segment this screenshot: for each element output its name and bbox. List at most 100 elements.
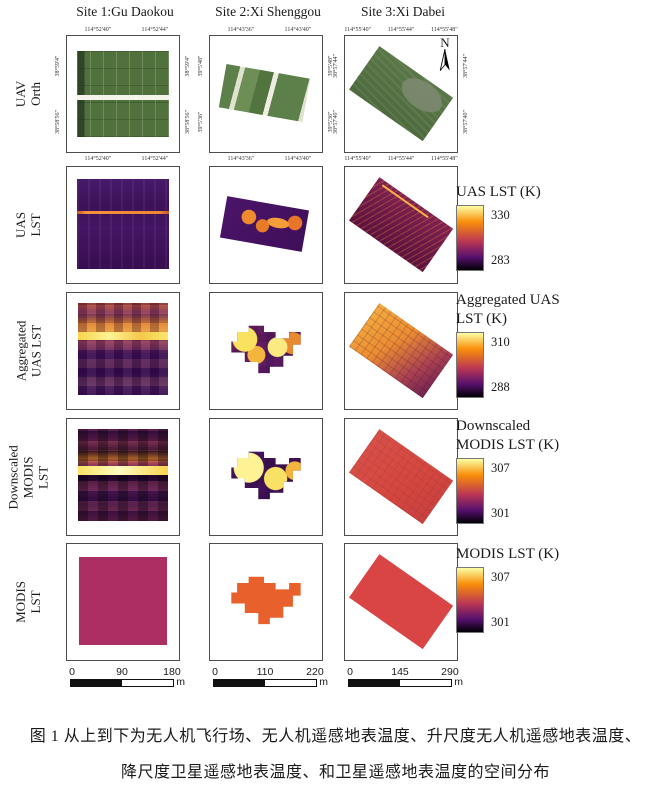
scalebar-bar: m (70, 676, 185, 688)
map-frame (66, 543, 180, 661)
lon-label: 114°55'40" (344, 27, 372, 33)
lat-label: 38°58'56" (55, 110, 61, 135)
column-header-site2: Site 2:Xi Shenggou (215, 4, 321, 19)
map-cell-aggregated-site3 (344, 292, 458, 410)
column-header-site3: Site 3:Xi Dabei (361, 4, 445, 19)
scalebar-tick-mid: 145 (391, 666, 409, 678)
column-header-site1: Site 1:Gu Daokou (76, 4, 174, 19)
lon-label: 114°43'36" (227, 156, 255, 162)
colorbar (456, 204, 484, 271)
uav-orthophoto-site3 (348, 46, 453, 142)
legend-title: UAS LST (K) (456, 184, 541, 200)
lat-label: 38°57'40" (463, 110, 469, 135)
aggregated-uas-lst-map-site2 (231, 325, 301, 374)
colorbar-max-label: 307 (491, 460, 510, 475)
legend-modis-lst: MODIS LST (K) 307 301 (456, 545, 666, 633)
map-frame (66, 35, 180, 153)
lon-label: 114°43'40" (284, 156, 312, 162)
uas-lst-map-site3 (348, 177, 453, 273)
scalebar-site2: 0 110 220 m (212, 666, 328, 688)
lon-label: 114°55'48" (430, 156, 458, 162)
map-frame (209, 292, 323, 410)
scalebar-fill (71, 680, 122, 686)
lon-label: 114°55'48" (430, 27, 458, 33)
scalebar-tick-end: 290 (441, 666, 459, 678)
modis-lst-map-site2 (231, 576, 301, 625)
colorbar-max-label: 310 (491, 334, 510, 349)
colorbar-min-label: 288 (491, 379, 510, 394)
figure-caption-line1: 图 1 从上到下为无人机飞行场、无人机遥感地表温度、升尺度无人机遥感地表温度、 (29, 728, 642, 745)
north-arrow-icon (439, 48, 450, 71)
downscaled-modis-lst-map-site1 (78, 429, 168, 522)
lon-label: 114°43'36" (227, 27, 255, 33)
lat-label: 39°5'36" (198, 111, 204, 133)
lon-label: 114°52'40" (84, 156, 112, 162)
map-frame (209, 35, 323, 153)
map-frame (209, 166, 323, 284)
map-cell-uav-site3: N 114°55'40" 114°55'44" 114°55'48" 114°5… (333, 27, 469, 162)
lat-label: 38°59'4" (185, 55, 191, 77)
modis-lst-map-site3 (348, 554, 453, 650)
scalebar-tick-mid: 90 (116, 666, 128, 678)
colorbar (456, 331, 484, 398)
lat-label: 38°59'4" (55, 55, 61, 77)
row-label-downscaled-modis-lst: Downscaled MODIS LST (5, 444, 51, 510)
colorbar (456, 457, 484, 524)
map-cell-downscaled-site1 (66, 418, 180, 536)
map-cell-aggregated-site1 (66, 292, 180, 410)
colorbar (456, 566, 484, 633)
scalebar-unit: m (319, 676, 328, 688)
lon-label: 114°52'40" (84, 27, 112, 33)
scalebar-bar: m (348, 676, 463, 688)
modis-lst-map-site1 (79, 556, 167, 645)
map-cell-downscaled-site2 (209, 418, 323, 536)
uav-orthophoto-site1 (77, 51, 169, 137)
lat-label: 38°58'56" (185, 110, 191, 135)
uav-orthophoto-site2 (219, 63, 311, 122)
lat-label: 38°57'44" (463, 53, 469, 78)
row-label-uav-orth: UAV Orth (13, 80, 43, 108)
map-cell-uav-site1: 114°52'40" 114°52'44" 114°52'40" 114°52'… (55, 27, 191, 162)
colorbar-max-label: 307 (491, 569, 510, 584)
legend-title: MODIS LST (K) (456, 546, 560, 562)
map-frame (209, 418, 323, 536)
map-cell-uav-site2: 114°43'36" 114°43'40" 114°43'36" 114°43'… (198, 27, 334, 162)
lon-label: 114°52'44" (141, 156, 169, 162)
uas-lst-map-site1 (77, 178, 169, 270)
legend-title: Aggregated UAS LST (K) (456, 292, 560, 327)
aggregated-uas-lst-map-site1 (78, 303, 168, 396)
colorbar-min-label: 301 (491, 505, 510, 520)
scalebar-tick-start: 0 (347, 666, 353, 678)
colorbar-min-label: 283 (491, 252, 510, 267)
scalebar-fill (214, 680, 265, 686)
legend-downscaled-modis-lst: Downscaled MODIS LST (K) 307 301 (456, 417, 666, 524)
lat-label: 38°57'44" (333, 53, 339, 78)
map-cell-modis-site2 (209, 543, 323, 661)
row-label-modis-lst: MODIS LST (13, 581, 43, 623)
figure-caption-line2: 降尺度卫星遥感地表温度、和卫星遥感地表温度的空间分布 (120, 764, 550, 781)
map-cell-downscaled-site3 (344, 418, 458, 536)
map-frame (344, 35, 458, 153)
map-frame (344, 543, 458, 661)
map-cell-modis-site1 (66, 543, 180, 661)
map-frame (344, 292, 458, 410)
scalebar-tick-start: 0 (69, 666, 75, 678)
downscaled-modis-lst-map-site2 (231, 451, 301, 500)
downscaled-modis-lst-map-site3 (348, 429, 453, 525)
colorbar-max-label: 330 (491, 207, 510, 222)
north-arrow: N (439, 36, 451, 78)
scalebar-tick-mid: 110 (256, 666, 274, 678)
map-frame (344, 166, 458, 284)
legend-aggregated-uas-lst: Aggregated UAS LST (K) 310 288 (456, 291, 666, 398)
legend-uas-lst: UAS LST (K) 330 283 (456, 183, 666, 271)
lon-label: 114°55'44" (387, 156, 415, 162)
scalebar-bar: m (213, 676, 328, 688)
lon-label: 114°55'44" (387, 27, 415, 33)
north-label: N (440, 35, 450, 50)
map-cell-aggregated-site2 (209, 292, 323, 410)
scalebar-tick-start: 0 (212, 666, 218, 678)
scalebar-unit: m (176, 676, 185, 688)
scalebar-tick-end: 220 (306, 666, 324, 678)
lon-label: 114°55'40" (344, 156, 372, 162)
